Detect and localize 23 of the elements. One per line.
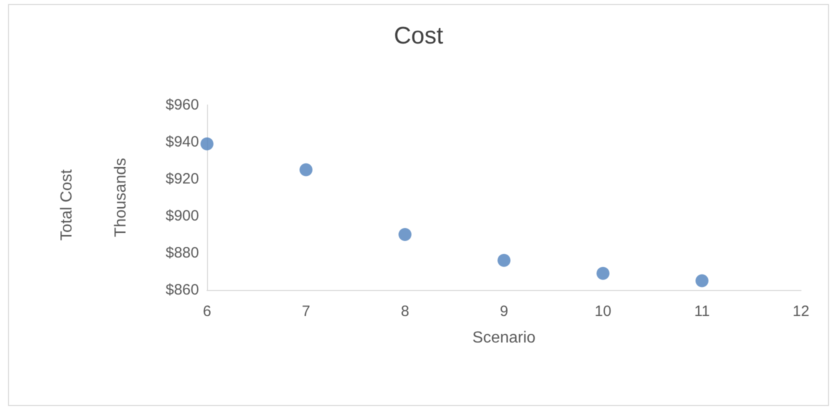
text: Total Cost — [58, 168, 76, 241]
x-axis-title: Scenario — [472, 330, 536, 346]
x-tick-label: 7 — [302, 303, 310, 320]
x-tick-label: 10 — [594, 303, 612, 320]
y-tick-label: $940 — [166, 134, 199, 150]
y-tick-label: $880 — [166, 244, 199, 262]
x-tick-label: 6 — [202, 303, 212, 320]
point — [596, 266, 610, 280]
point — [200, 137, 214, 150]
y-tick-label: $900 — [166, 208, 199, 224]
x-tick-label: 9 — [500, 303, 508, 320]
point — [696, 274, 708, 288]
point — [398, 228, 412, 241]
y-axis-title: Thousands — [112, 158, 130, 238]
y-tick-label: $860 — [166, 282, 199, 298]
x-tick-label: 11 — [694, 303, 710, 320]
x-tick-label: 12 — [792, 303, 810, 320]
point — [498, 254, 510, 267]
y-tick-label: $960 — [166, 96, 199, 114]
point — [300, 163, 312, 176]
y-tick-label: $920 — [166, 170, 199, 188]
chart-title: Cost — [394, 22, 444, 50]
x-tick-label: 8 — [400, 303, 410, 320]
